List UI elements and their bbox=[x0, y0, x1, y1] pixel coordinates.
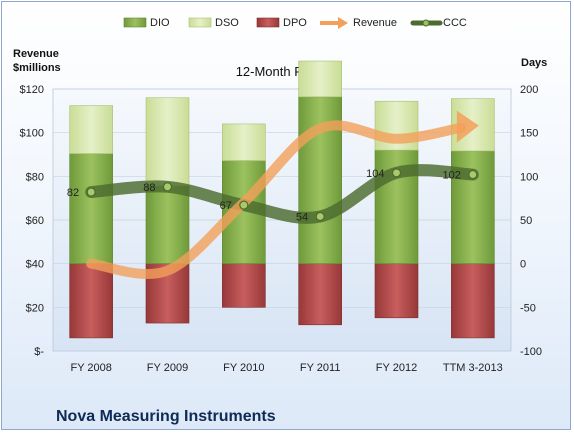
bar-dpo bbox=[222, 263, 266, 308]
series-lines bbox=[85, 110, 479, 279]
bar-dio bbox=[145, 185, 190, 264]
right-tick-label: 50 bbox=[520, 215, 532, 227]
ccc-data-label: 88 bbox=[143, 182, 155, 194]
bar-dso bbox=[69, 105, 113, 154]
ccc-data-label: 67 bbox=[220, 200, 232, 212]
left-tick-label: $80 bbox=[26, 171, 44, 183]
legend-swatch-revenue bbox=[320, 17, 348, 29]
legend-label-dso: DSO bbox=[215, 17, 239, 29]
ccc-data-label: 82 bbox=[67, 187, 79, 199]
ccc-data-label: 104 bbox=[366, 168, 384, 180]
ccc-marker bbox=[391, 168, 402, 178]
legend-swatch-ccc bbox=[410, 19, 443, 27]
bar-dpo bbox=[451, 263, 495, 339]
bar-dpo bbox=[298, 263, 342, 326]
legend-swatch-dso bbox=[188, 17, 212, 28]
ccc-marker bbox=[468, 169, 478, 180]
revenue-line bbox=[86, 120, 466, 279]
company-name: Nova Measuring Instruments bbox=[56, 408, 276, 425]
right-tick-label: 150 bbox=[520, 128, 538, 140]
left-tick-label: $20 bbox=[26, 302, 44, 314]
legend-label-dpo: DPO bbox=[283, 17, 307, 29]
axes: $120 200 $100 150 $80 100 $60 50 $40 0 $20 -50 $- -10… bbox=[20, 84, 543, 374]
x-tick-label: FY 2011 bbox=[300, 362, 341, 374]
right-tick-label: 200 bbox=[520, 84, 538, 96]
bar-dpo bbox=[69, 263, 113, 339]
legend-label-ccc: CCC bbox=[443, 17, 467, 29]
right-tick-label: 100 bbox=[520, 171, 538, 183]
ccc-data-label: 102 bbox=[442, 170, 460, 182]
left-tick-label: $120 bbox=[20, 84, 44, 96]
left-axis-title-line2: $millions bbox=[13, 62, 61, 74]
ccc-marker bbox=[162, 182, 173, 192]
x-tick-label: TTM 3-2013 bbox=[443, 362, 503, 374]
bar-dso bbox=[222, 123, 266, 161]
ccc-marker bbox=[86, 187, 96, 197]
left-tick-label: $40 bbox=[26, 259, 44, 271]
legend-swatch-dio bbox=[123, 17, 147, 28]
right-axis-title: Days bbox=[521, 57, 547, 69]
bar-dso bbox=[145, 97, 190, 187]
legend-label-dio: DIO bbox=[150, 17, 170, 29]
ccc-data-label: 54 bbox=[296, 212, 308, 224]
x-tick-label: FY 2012 bbox=[376, 362, 417, 374]
bar-dso bbox=[298, 60, 342, 98]
ccc-marker bbox=[315, 211, 325, 222]
x-tick-label: FY 2008 bbox=[70, 362, 111, 374]
bar-dio bbox=[69, 153, 113, 264]
right-tick-label: -50 bbox=[520, 302, 536, 314]
left-axis-title-line1: Revenue bbox=[13, 48, 59, 60]
legend-swatch-dpo bbox=[256, 17, 280, 28]
x-tick-label: FY 2010 bbox=[223, 362, 264, 374]
revenue-arrowhead bbox=[456, 110, 479, 143]
x-tick-label: FY 2009 bbox=[147, 362, 188, 374]
ccc-marker bbox=[239, 200, 249, 210]
right-tick-label: -100 bbox=[520, 346, 542, 358]
left-tick-label: $60 bbox=[26, 215, 44, 227]
left-tick-label: $- bbox=[34, 346, 44, 358]
data-labels: 82 88 67 54 104 102 bbox=[67, 168, 478, 224]
legend-label-revenue: Revenue bbox=[353, 17, 397, 29]
legend: DIO DSO DPO Revenue CCC bbox=[123, 17, 467, 29]
right-tick-label: 0 bbox=[520, 259, 526, 271]
ccc-line bbox=[85, 164, 479, 224]
left-tick-label: $100 bbox=[20, 128, 44, 140]
bar-dpo bbox=[374, 263, 419, 319]
